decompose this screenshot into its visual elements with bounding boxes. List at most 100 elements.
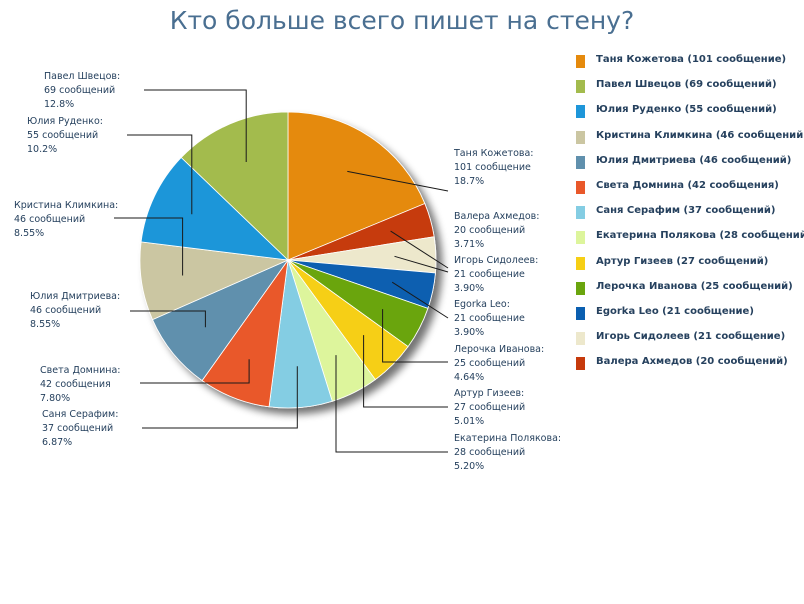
slice-label-percent: 18.7%	[454, 176, 485, 187]
slice-label-percent: 8.55%	[14, 228, 45, 239]
leader-line	[391, 281, 449, 319]
legend-item: Юлия Руденко (55 сообщений)	[576, 103, 804, 128]
legend-label: Валера Ахмедов (20 сообщений)	[596, 356, 788, 368]
legend-item: Юлия Дмитриева (46 сообщений)	[576, 154, 804, 179]
legend-label: Egorka Leo (21 сообщение)	[596, 306, 754, 317]
slice-label-percent: 3.90%	[454, 283, 485, 294]
slice-label: Egorka Leo: 21 сообщение 3.90%	[454, 298, 525, 340]
legend-label: Артур Гизеев (27 сообщений)	[596, 255, 769, 267]
slice-label-percent: 12.8%	[44, 99, 75, 110]
leader-line	[114, 217, 184, 276]
slice-label: Саня Серафим: 37 сообщений 6.87%	[42, 408, 118, 450]
slice-label-label: Юлия Дмитриева:	[30, 291, 121, 302]
legend-item: Света Домнина (42 сообщения)	[576, 179, 804, 204]
slice-label-label: Екатерина Полякова:	[454, 433, 562, 444]
legend-swatch	[576, 181, 585, 194]
slice-label-label: Света Домнина:	[40, 365, 121, 376]
legend-swatch	[576, 80, 585, 94]
pie-slice	[140, 156, 290, 261]
legend-label: Света Домнина (42 сообщения)	[596, 180, 779, 191]
legend-swatch	[576, 130, 585, 144]
legend-swatch	[576, 357, 585, 371]
legend-label: Таня Кожетова (101 сообщение)	[596, 54, 787, 65]
legend-swatch	[576, 281, 585, 295]
slice-label: Павел Швецов: 69 сообщений 12.8%	[44, 70, 120, 112]
legend-label: Саня Серафим (37 сообщений)	[596, 205, 776, 217]
slice-label-count: 55 сообщений	[27, 130, 99, 141]
legend-item: Egorka Leo (21 сообщение)	[576, 305, 804, 330]
leader-line	[382, 309, 448, 363]
leader-line	[142, 366, 298, 429]
legend-item: Игорь Сидолеев (21 сообщение)	[576, 330, 804, 355]
slice-label-count: 21 сообщение	[454, 313, 525, 324]
legend-item: Павел Швецов (69 сообщений)	[576, 78, 804, 103]
slice-label-count: 25 сообщений	[454, 358, 526, 369]
slice-label-count: 69 сообщений	[44, 85, 116, 96]
slice-label-label: Артур Гизеев:	[454, 388, 525, 399]
legend-swatch	[576, 307, 585, 320]
leader-line	[390, 230, 449, 269]
slice-label-count: 28 сообщений	[454, 447, 526, 458]
slice-label: Екатерина Полякова: 28 сообщений 5.20%	[454, 432, 561, 474]
legend-item: Кристина Климкина (46 сообщений)	[576, 129, 804, 154]
legend-label: Екатерина Полякова (28 сообщений)	[596, 230, 804, 242]
slice-label-percent: 3.90%	[454, 327, 485, 338]
slice-label-count: 21 сообщение	[454, 269, 525, 280]
legend-item: Саня Серафим (37 сообщений)	[576, 204, 804, 229]
slice-label-percent: 5.01%	[454, 416, 485, 427]
legend-swatch	[576, 256, 585, 270]
slice-label: Игорь Сидолеев: 21 сообщение 3.90%	[454, 254, 538, 296]
legend-swatch	[576, 105, 585, 119]
slice-label-percent: 7.80%	[40, 393, 71, 404]
leader-line	[363, 335, 448, 408]
slice-label-label: Таня Кожетова:	[454, 148, 534, 159]
slice-label-label: Юлия Руденко:	[27, 116, 103, 127]
slice-label: Артур Гизеев: 27 сообщений 5.01%	[454, 387, 525, 429]
leader-line	[144, 89, 247, 162]
slice-label-label: Валера Ахмедов:	[454, 211, 540, 222]
leader-line	[140, 359, 250, 384]
slice-label-count: 37 сообщений	[42, 423, 114, 434]
legend-swatch	[576, 206, 585, 220]
legend-label: Игорь Сидолеев (21 сообщение)	[596, 331, 786, 343]
legend-swatch	[576, 55, 585, 68]
legend-swatch	[576, 155, 585, 169]
slice-label-label: Игорь Сидолеев:	[454, 255, 539, 266]
slice-label-percent: 4.64%	[454, 372, 485, 383]
legend-label: Юлия Дмитриева (46 сообщений)	[596, 154, 792, 166]
legend-label: Лерочка Иванова (25 сообщений)	[596, 280, 793, 292]
legend-label: Кристина Климкина (46 сообщений)	[596, 129, 804, 141]
slice-label-count: 101 сообщение	[454, 162, 531, 173]
slice-label-percent: 8.55%	[30, 319, 61, 330]
legend-label: Юлия Руденко (55 сообщений)	[596, 104, 777, 116]
slice-label-label: Egorka Leo:	[454, 299, 510, 310]
slice-label-count: 27 сообщений	[454, 402, 526, 413]
legend-swatch	[576, 332, 585, 346]
legend-item: Таня Кожетова (101 сообщение)	[576, 53, 804, 78]
slice-label: Юлия Дмитриева: 46 сообщений 8.55%	[30, 290, 120, 332]
legend-item: Артур Гизеев (27 сообщений)	[576, 255, 804, 280]
leader-line	[127, 134, 193, 215]
slice-label-label: Саня Серафим:	[42, 409, 119, 420]
slice-label-percent: 10.2%	[27, 144, 58, 155]
slice-label: Кристина Климкина: 46 сообщений 8.55%	[14, 199, 118, 241]
leader-line	[394, 255, 449, 273]
slice-label-percent: 6.87%	[42, 437, 73, 448]
leader-line	[130, 310, 206, 328]
slice-label: Юлия Руденко: 55 сообщений 10.2%	[27, 115, 103, 157]
slice-label: Таня Кожетова: 101 сообщение 18.7%	[454, 147, 534, 189]
slice-label-count: 42 сообщения	[40, 379, 111, 390]
legend-item: Валера Ахмедов (20 сообщений)	[576, 355, 804, 380]
slice-label-count: 46 сообщений	[14, 214, 86, 225]
slice-label-label: Лерочка Иванова:	[454, 344, 545, 355]
slice-label: Лерочка Иванова: 25 сообщений 4.64%	[454, 343, 544, 385]
chart-title: Кто больше всего пишет на стену?	[169, 6, 635, 35]
leader-line	[347, 170, 449, 192]
legend-item: Екатерина Полякова (28 сообщений)	[576, 229, 804, 254]
leader-line	[335, 355, 448, 453]
slice-label-percent: 5.20%	[454, 461, 485, 472]
slice-label-count: 20 сообщений	[454, 225, 526, 236]
slice-label-label: Павел Швецов:	[44, 71, 121, 82]
legend-item: Лерочка Иванова (25 сообщений)	[576, 280, 804, 305]
